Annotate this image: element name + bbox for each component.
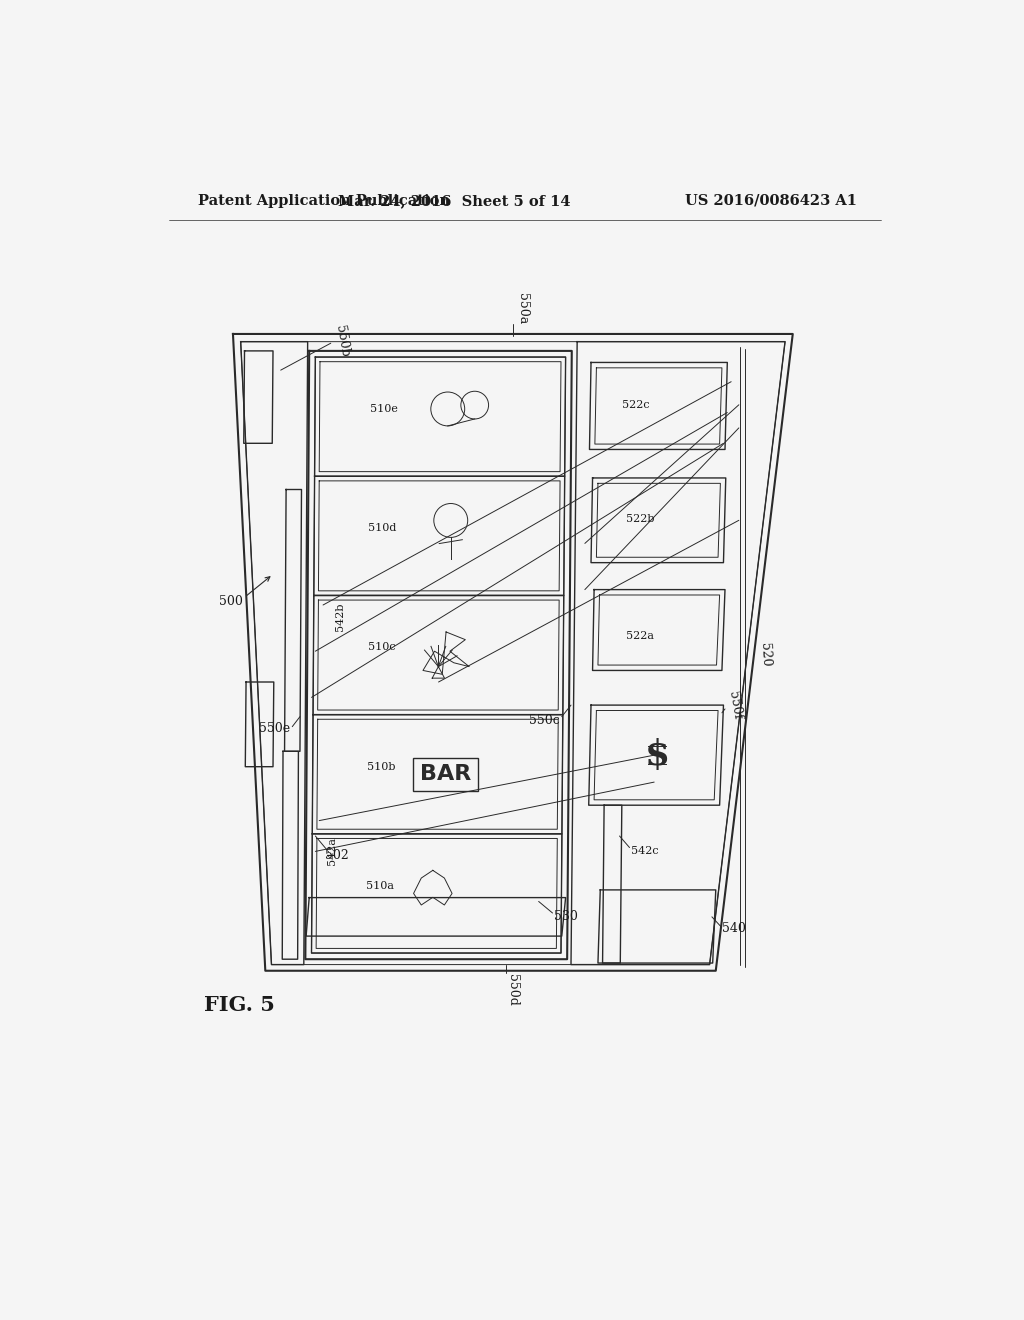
Text: 550f: 550f <box>727 690 744 721</box>
Text: Mar. 24, 2016  Sheet 5 of 14: Mar. 24, 2016 Sheet 5 of 14 <box>338 194 570 207</box>
Text: $: $ <box>645 738 670 772</box>
Text: Patent Application Publication: Patent Application Publication <box>199 194 451 207</box>
Text: 510d: 510d <box>369 523 397 533</box>
Text: 500: 500 <box>219 595 243 609</box>
Text: US 2016/0086423 A1: US 2016/0086423 A1 <box>685 194 857 207</box>
Text: 550e: 550e <box>259 722 290 735</box>
Text: 510a: 510a <box>367 880 394 891</box>
Text: 530: 530 <box>554 911 578 924</box>
Text: BAR: BAR <box>420 764 471 784</box>
Text: 550a: 550a <box>515 293 528 325</box>
Text: FIG. 5: FIG. 5 <box>204 995 274 1015</box>
Text: 542c: 542c <box>631 846 658 857</box>
Text: 510e: 510e <box>370 404 397 414</box>
Text: 542b: 542b <box>335 602 345 631</box>
Text: 520: 520 <box>758 643 772 667</box>
Text: 542a: 542a <box>327 837 337 866</box>
Text: 502: 502 <box>326 849 349 862</box>
Text: 522c: 522c <box>622 400 649 409</box>
Text: 550c: 550c <box>529 714 560 727</box>
Text: 522a: 522a <box>626 631 653 640</box>
Text: 510c: 510c <box>369 643 396 652</box>
Text: 522b: 522b <box>626 513 654 524</box>
Text: 510b: 510b <box>367 762 395 772</box>
Text: 540: 540 <box>722 921 745 935</box>
Text: 550b: 550b <box>333 325 351 358</box>
Text: 550d: 550d <box>506 974 518 1006</box>
